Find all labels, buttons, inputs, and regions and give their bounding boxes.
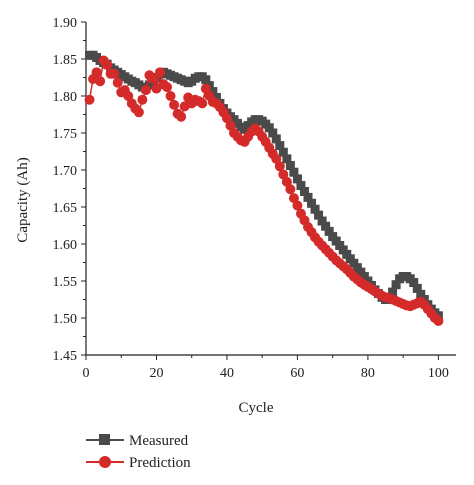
y-tick-label: 1.75 [53,127,78,142]
data-point-prediction [288,193,299,204]
data-point-measured [268,128,278,138]
data-point-prediction [95,76,106,87]
data-point-prediction [225,120,236,131]
y-tick-label: 1.70 [53,164,78,179]
data-point-prediction [200,83,211,94]
data-point-measured [275,141,285,151]
data-point-prediction [123,91,134,101]
x-tick-label: 0 [83,366,90,381]
data-point-prediction [133,107,144,118]
data-point-prediction [162,82,173,93]
data-point-prediction [278,169,289,180]
data-point-prediction [112,77,123,88]
data-point-prediction [155,67,165,78]
data-point-prediction [147,73,158,84]
data-point-measured [321,221,331,231]
data-point-prediction [165,91,176,101]
data-point-measured [285,161,295,171]
data-point-measured [278,147,288,157]
y-ticks: 1.45 1.50 1.55 1.60 1.65 1.70 1.75 1.80 1.85 1.90 [53,16,86,364]
legend-label-prediction: Prediction [129,455,191,471]
series-measured [85,50,443,321]
data-point-prediction [281,176,292,187]
data-point-prediction [102,59,113,70]
data-point-prediction [433,315,444,326]
x-tick-label: 40 [220,366,234,381]
data-point-measured [307,198,317,208]
data-point-prediction [84,94,95,105]
data-point-measured [201,75,211,85]
data-point-measured [303,192,313,202]
data-point-prediction [176,111,187,122]
legend-item-measured: Measured [86,433,189,449]
data-point-prediction [285,184,296,195]
legend-square-icon [99,434,110,445]
data-point-measured [391,280,401,290]
data-point-measured [310,204,320,214]
x-tick-label: 80 [361,366,375,381]
data-point-prediction [221,113,232,124]
legend-circle-icon [99,456,111,468]
data-point-measured [208,87,218,97]
data-point-prediction [109,68,120,79]
data-point-prediction [197,98,208,109]
y-tick-label: 1.45 [53,349,78,364]
y-tick-label: 1.60 [53,238,78,253]
x-tick-label: 20 [149,366,163,381]
series-prediction [84,55,444,326]
x-axis-title: Cycle [239,400,274,416]
data-point-prediction [91,67,102,78]
data-point-measured [289,167,299,177]
data-point-prediction [274,161,285,172]
data-point-measured [282,154,292,164]
y-tick-label: 1.55 [53,275,78,290]
series-line [89,54,439,317]
data-point-measured [292,174,302,184]
legend: Measured Prediction [86,433,191,471]
data-point-measured [296,181,306,191]
data-point-measured [324,226,334,236]
data-point-prediction [169,99,180,110]
data-point-measured [314,210,324,220]
data-point-measured [409,277,419,287]
data-point-measured [317,216,327,226]
data-point-prediction [292,200,303,211]
axes: 1.45 1.50 1.55 1.60 1.65 1.70 1.75 1.80 1.85 1.90… [53,16,456,381]
x-tick-label: 100 [428,366,449,381]
data-point-measured [211,92,221,102]
x-ticks: 0 20 40 60 80 100 [83,355,449,381]
y-tick-label: 1.90 [53,16,78,31]
x-tick-label: 60 [290,366,304,381]
data-point-measured [299,186,309,196]
y-tick-label: 1.80 [53,90,78,105]
legend-label-measured: Measured [129,433,189,449]
data-point-prediction [271,153,282,164]
data-point-measured [271,134,281,144]
y-tick-label: 1.85 [53,53,78,68]
legend-item-prediction: Prediction [86,455,191,471]
data-point-prediction [140,85,151,96]
data-point-measured [416,289,426,299]
data-point-measured [388,287,398,297]
y-tick-label: 1.65 [53,201,78,216]
y-tick-label: 1.50 [53,312,78,327]
data-point-prediction [137,94,148,105]
data-point-measured [264,123,274,133]
y-axis-title: Capacity (Ah) [15,157,31,242]
series-layer [84,50,444,326]
data-point-measured [412,283,422,293]
